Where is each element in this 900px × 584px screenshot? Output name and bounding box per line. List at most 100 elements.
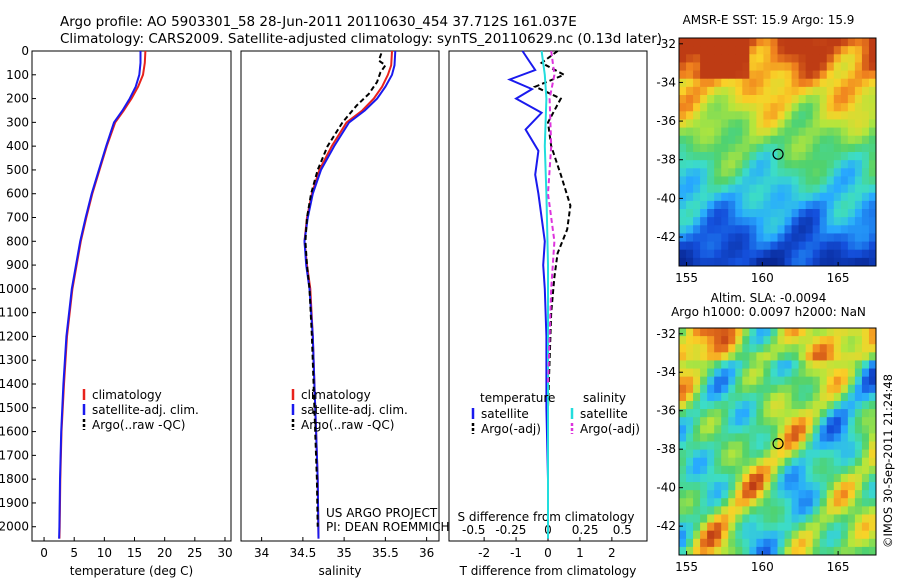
heatmap-cell — [868, 328, 877, 337]
heatmap-cell — [721, 78, 729, 88]
heatmap-cell — [728, 225, 736, 234]
heatmap-cell — [714, 225, 722, 234]
heatmap-cell — [728, 249, 736, 259]
heatmap-cell — [735, 127, 743, 137]
heatmap-cell — [721, 70, 729, 80]
heatmap-cell — [700, 530, 708, 540]
heatmap-cell — [833, 465, 842, 475]
heatmap-cell — [693, 78, 701, 88]
heatmap-cell — [784, 376, 793, 386]
heatmap-cell — [847, 184, 856, 194]
heatmap-cell — [693, 449, 701, 459]
heatmap-cell — [833, 482, 842, 491]
heatmap-cell — [742, 514, 750, 524]
heatmap-cell — [728, 400, 736, 410]
heatmap-cell — [854, 225, 863, 234]
heatmap-cell — [868, 135, 877, 145]
heatmap-cell — [763, 135, 771, 145]
heatmap-cell — [812, 546, 821, 556]
heatmap-cell — [728, 119, 736, 129]
heatmap-cell — [833, 176, 842, 186]
heatmap-cell — [812, 46, 821, 55]
heatmap-cell — [693, 38, 701, 47]
heatmap-cell — [833, 62, 842, 72]
heatmap-cell — [868, 78, 877, 88]
heatmap-cell — [812, 38, 821, 47]
heatmap-cell — [861, 233, 870, 243]
heatmap-cell — [840, 200, 849, 210]
heatmap-cell — [721, 160, 729, 169]
heatmap-cell — [721, 225, 729, 234]
heatmap-cell — [833, 538, 842, 548]
heatmap-cell — [847, 409, 856, 418]
secondary-tick-label: -0.25 — [495, 523, 526, 537]
heatmap-cell — [812, 400, 821, 410]
heatmap-cell — [763, 400, 771, 410]
heatmap-cell — [756, 433, 764, 442]
heatmap-cell — [700, 328, 708, 337]
heatmap-cell — [707, 103, 715, 112]
heatmap-cell — [693, 441, 701, 451]
heatmap-cell — [826, 344, 835, 353]
heatmap-cell — [840, 449, 849, 459]
heatmap-cell — [854, 257, 863, 267]
heatmap-cell — [854, 522, 863, 532]
heatmap-cell — [798, 184, 807, 194]
heatmap-cell — [728, 360, 736, 370]
heatmap-cell — [777, 111, 786, 120]
heatmap-cell — [868, 376, 877, 386]
heatmap-cell — [805, 86, 814, 96]
heatmap-cell — [742, 184, 750, 194]
heatmap-cell — [749, 160, 757, 169]
heatmap-cell — [749, 522, 757, 532]
heatmap-cell — [756, 176, 764, 186]
heatmap-cell — [868, 103, 877, 112]
heatmap-cell — [777, 54, 786, 63]
heatmap-cell — [861, 449, 870, 459]
heatmap-cell — [686, 392, 694, 402]
heatmap-cell — [749, 457, 757, 467]
heatmap-cell — [826, 168, 835, 177]
heatmap-cell — [791, 241, 800, 251]
heatmap-cell — [749, 506, 757, 515]
heatmap-cell — [721, 433, 729, 442]
map-y-tick-label: -36 — [656, 404, 676, 418]
heatmap-cell — [749, 441, 757, 451]
heatmap-cell — [686, 546, 694, 556]
heatmap-cell — [749, 62, 757, 72]
heatmap-cell — [861, 103, 870, 112]
heatmap-cell — [763, 241, 771, 251]
heatmap-cell — [777, 38, 786, 47]
x-axis-label: temperature (deg C) — [70, 564, 193, 578]
heatmap-cell — [714, 38, 722, 47]
heatmap-cell — [840, 360, 849, 370]
heatmap-cell — [686, 160, 694, 169]
heatmap-cell — [763, 352, 771, 361]
heatmap-cell — [861, 490, 870, 499]
heatmap-cell — [805, 538, 814, 548]
heatmap-cell — [840, 127, 849, 137]
heatmap-cell — [798, 135, 807, 145]
heatmap-cell — [756, 38, 764, 47]
heatmap-cell — [819, 538, 828, 548]
heatmap-cell — [735, 62, 743, 72]
heatmap-cell — [679, 46, 687, 55]
heatmap-cell — [791, 46, 800, 55]
heatmap-cell — [749, 176, 757, 186]
heatmap-cell — [861, 184, 870, 194]
heatmap-cell — [840, 482, 849, 491]
heatmap-cell — [812, 233, 821, 243]
heatmap-cell — [714, 546, 722, 556]
heatmap-cell — [826, 368, 835, 378]
heatmap-cell — [791, 425, 800, 434]
heatmap-cell — [784, 184, 793, 194]
heatmap-cell — [742, 457, 750, 467]
heatmap-cell — [693, 127, 701, 137]
heatmap-cell — [742, 176, 750, 186]
heatmap-cell — [805, 184, 814, 194]
map-title: AMSR-E SST: 15.9 Argo: 15.9 — [683, 13, 855, 27]
heatmap-cell — [700, 241, 708, 251]
heatmap-cell — [770, 538, 778, 548]
heatmap-cell — [861, 400, 870, 410]
heatmap-cell — [756, 376, 764, 386]
